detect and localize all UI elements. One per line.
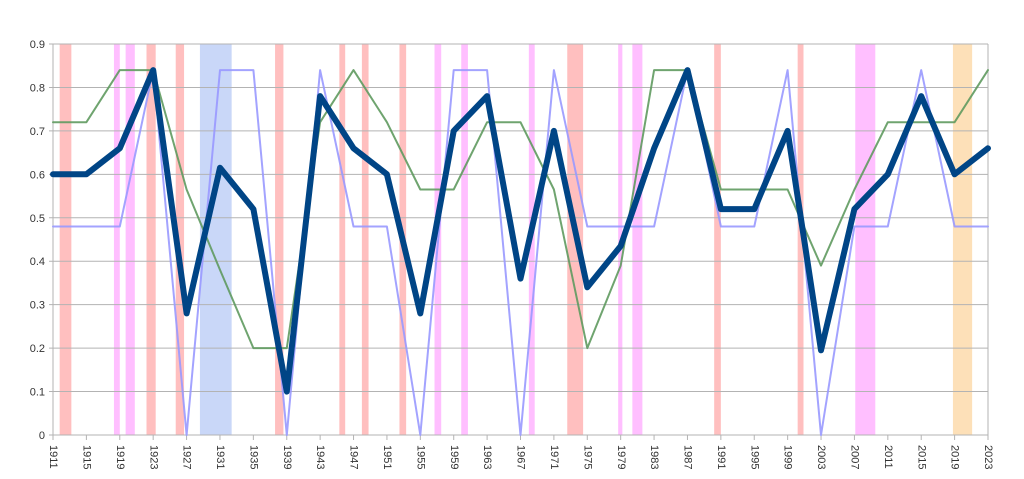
- x-tick-label: 1971: [548, 445, 560, 469]
- x-tick-label: 2023: [982, 445, 994, 469]
- x-tick-label: 1999: [782, 445, 794, 469]
- x-tick-label: 1931: [214, 445, 226, 469]
- y-tick-label: 0.4: [30, 256, 45, 268]
- shaded-band: [361, 44, 369, 435]
- light-blue-series: [52, 69, 989, 436]
- y-tick-label: 0.9: [30, 39, 45, 51]
- x-tick-label: 1951: [381, 445, 393, 469]
- y-axis-tick-labels: 0 0.1 0.2 0.3 0.4 0.5 0.6 0.7 0.8 0.9: [30, 39, 45, 442]
- x-tick-label: 1979: [615, 445, 627, 469]
- x-tick-label: 1935: [247, 445, 259, 469]
- shaded-band: [797, 44, 804, 435]
- x-tick-label: 2003: [815, 445, 827, 469]
- shaded-band: [146, 44, 156, 435]
- x-tick-label: 1983: [648, 445, 660, 469]
- x-tick-label: 1995: [748, 445, 760, 469]
- x-tick-label: 1919: [114, 445, 126, 469]
- x-tick-label: 1927: [181, 445, 193, 469]
- y-tick-label: 0.5: [30, 213, 45, 225]
- shaded-band: [125, 44, 135, 435]
- x-tick-label: 1967: [515, 445, 527, 469]
- shaded-band: [714, 44, 721, 435]
- shaded-band: [175, 44, 185, 435]
- data-series: [50, 67, 991, 436]
- shaded-band: [275, 44, 284, 435]
- x-tick-label: 1943: [314, 445, 326, 469]
- x-tick-label: 1987: [682, 445, 694, 469]
- y-tick-label: 0.6: [30, 169, 45, 181]
- y-tick-label: 0.3: [30, 300, 45, 312]
- x-tick-label: 2007: [849, 445, 861, 469]
- x-tick-label: 1963: [481, 445, 493, 469]
- y-tick-label: 0: [39, 430, 45, 442]
- x-tick-label: 1915: [80, 445, 92, 469]
- x-tick-label: 2015: [915, 445, 927, 469]
- x-tick-label: 1955: [414, 445, 426, 469]
- x-tick-label: 1959: [448, 445, 460, 469]
- x-tick-label: 2011: [882, 445, 894, 469]
- x-tick-label: 1939: [281, 445, 293, 469]
- shaded-band: [952, 44, 973, 435]
- x-tick-label: 2019: [949, 445, 961, 469]
- y-tick-label: 0.1: [30, 387, 45, 399]
- shaded-band: [113, 44, 120, 435]
- y-tick-label: 0.7: [30, 126, 45, 138]
- x-tick-label: 1911: [47, 445, 59, 469]
- x-axis-tick-labels: 1911 1915 1919 1923 1927 1931 1935 1939 1943 1947…: [47, 445, 994, 469]
- shaded-band: [59, 44, 72, 435]
- x-tick-label: 1947: [348, 445, 360, 469]
- x-tick-label: 1975: [581, 445, 593, 469]
- green-series: [52, 69, 989, 350]
- y-tick-label: 0.8: [30, 82, 45, 94]
- y-tick-label: 0.2: [30, 343, 45, 355]
- shaded-band: [855, 44, 876, 435]
- shaded-band: [339, 44, 346, 435]
- shaded-bands: [59, 44, 973, 435]
- x-tick-label: 1923: [147, 445, 159, 469]
- shaded-band: [461, 44, 468, 435]
- dark-blue-series: [50, 67, 991, 395]
- x-tick-label: 1991: [715, 445, 727, 469]
- shaded-band: [632, 44, 643, 435]
